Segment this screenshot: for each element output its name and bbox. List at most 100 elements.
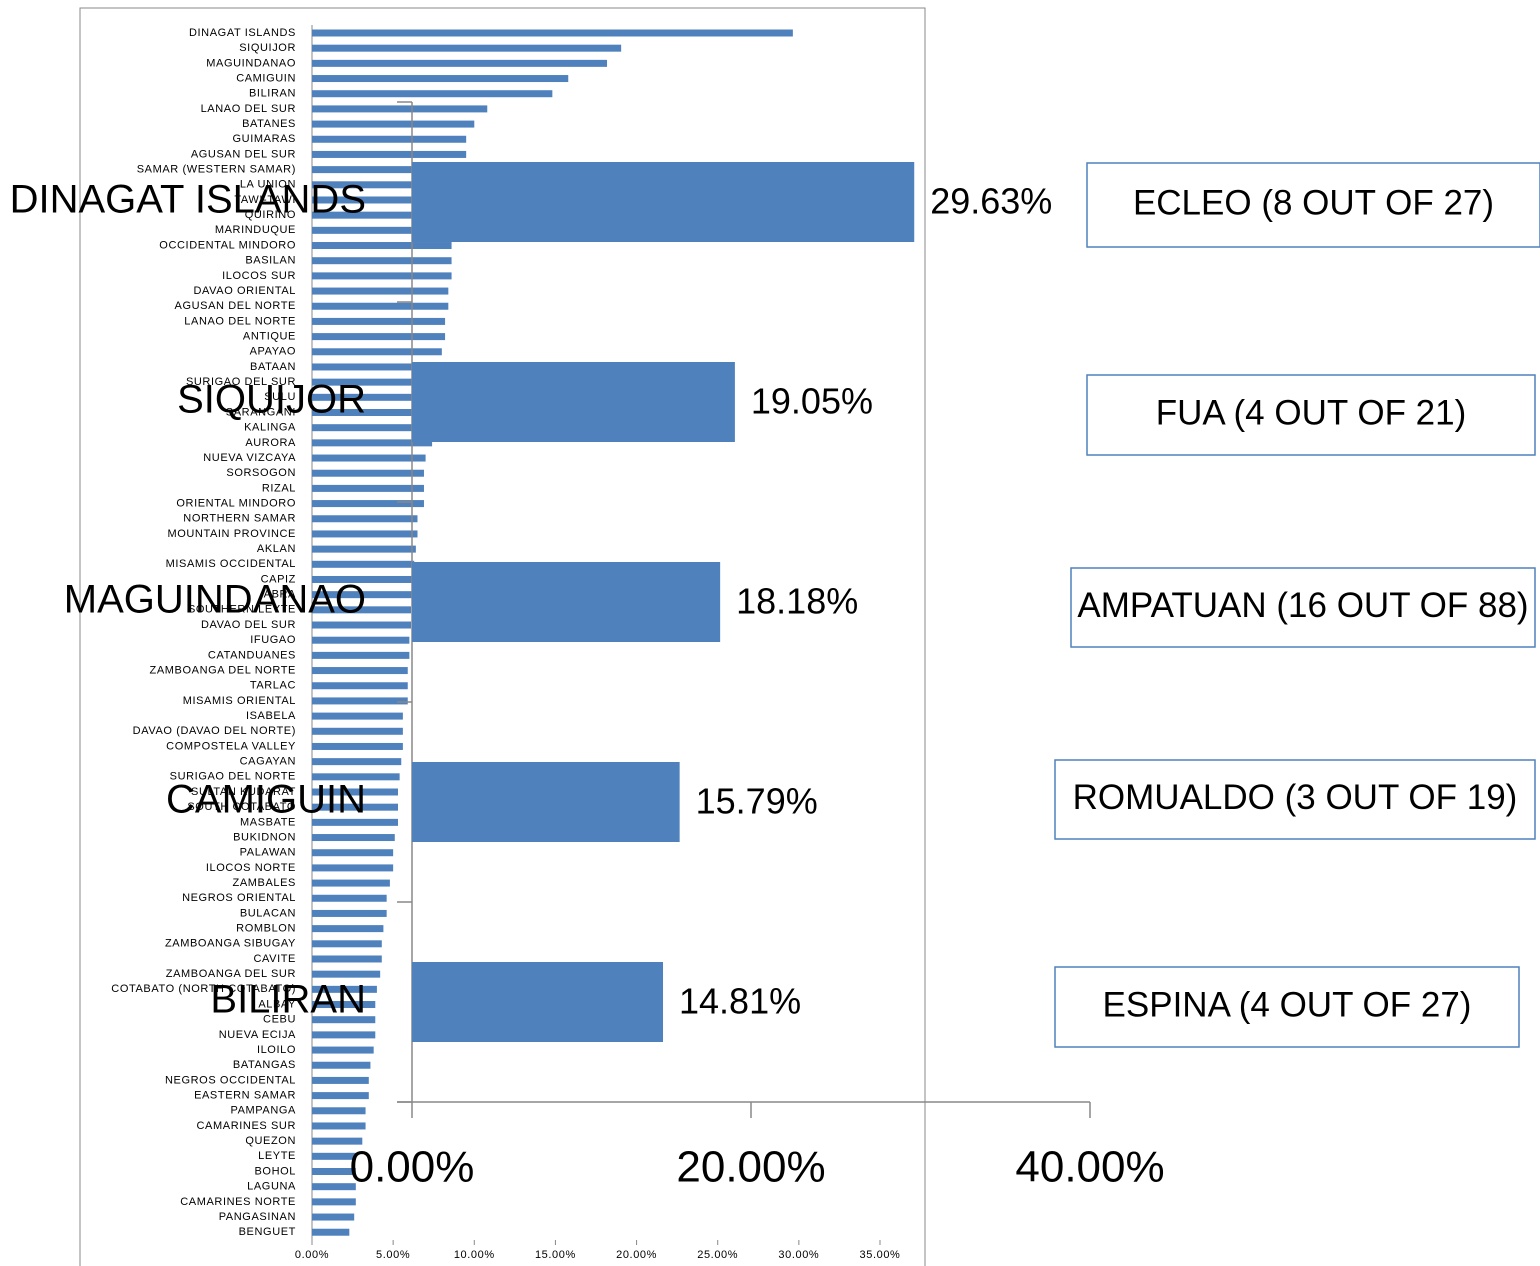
bar [312,150,467,158]
bar [312,1092,369,1100]
category-label: SURIGAO DEL SUR [186,376,296,388]
category-label: QUEZON [245,1135,296,1147]
category-label: CAGAYAN [240,756,296,768]
category-label: SULU [264,391,296,403]
category-label: DAVAO DEL SUR [201,619,296,631]
category-label: ALBAY [258,998,296,1010]
bar [312,90,553,98]
category-label: ROMBLON [236,923,296,935]
x-tick-label: 35.00% [860,1249,901,1261]
annotation-box [1086,162,1540,248]
bar [312,181,459,189]
category-label: MOUNTAIN PROVINCE [167,528,296,540]
bar [312,1152,356,1160]
category-label: ORIENTAL MINDORO [176,497,296,509]
annotation: FUA (4 OUT OF 21) [1156,393,1467,432]
bar [312,758,402,766]
bar [312,591,413,599]
category-label: RIZAL [262,482,296,494]
category-label: ILOCOS NORTE [206,862,296,874]
category-label: MARINDUQUE [215,224,296,236]
category-label: GUIMARAS [233,133,296,145]
category-label: BUKIDNON [233,831,296,843]
category-label: BILIRAN [210,978,366,1022]
bar [312,575,413,583]
bar [312,560,415,568]
category-label: ILOILO [257,1044,296,1056]
bar [312,393,437,401]
x-tick-label: 0.00% [350,1143,475,1192]
category-label: IFUGAO [250,634,296,646]
category-label: TAWI-TAWI [234,194,296,206]
category-label: AGUSAN DEL SUR [191,148,296,160]
bar [312,363,441,371]
bar [412,762,680,842]
category-label: CAMIGUIN [166,778,366,822]
category-label: BATAAN [250,361,296,373]
category-label: LANAO DEL SUR [201,103,296,115]
category-label: BENGUET [239,1226,296,1238]
x-tick-label: 10.00% [454,1249,495,1261]
bar [312,1213,355,1221]
x-tick-label: 25.00% [697,1249,738,1261]
category-label: ZAMBOANGA DEL NORTE [150,664,296,676]
category-label: CAVITE [253,953,296,965]
bar [312,803,399,811]
bar [412,562,721,642]
bar [312,940,382,948]
bar [312,1107,366,1115]
data-label: 29.63% [930,181,1052,222]
category-label: SOUTHERN LEYTE [188,604,296,616]
category-label: AURORA [245,437,296,449]
bar [312,742,403,750]
category-label: MAGUINDANAO [206,57,296,69]
bar [312,515,418,523]
bar [312,682,408,690]
bar [312,909,387,917]
category-label: DINAGAT ISLANDS [189,27,296,39]
bar [312,651,410,659]
bar [312,1228,350,1236]
bar [312,667,408,675]
bar [312,697,408,705]
category-label: OCCIDENTAL MINDORO [159,239,296,251]
bar [312,1061,371,1069]
bar [312,1198,356,1206]
category-label: DAVAO (DAVAO DEL NORTE) [133,725,296,737]
bar [312,925,384,933]
category-label: LEYTE [258,1150,296,1162]
bar [312,606,411,614]
category-label: ANTIQUE [243,331,296,343]
bar [312,272,452,280]
category-label: NUEVA ECIJA [219,1029,296,1041]
category-label: DAVAO ORIENTAL [193,285,296,297]
annotation-box [1054,759,1536,840]
category-label: PANGASINAN [219,1211,296,1223]
bar [312,59,608,67]
category-label: SIQUIJOR [177,378,366,422]
bar [412,362,735,442]
category-label: SULTAN KUDARAT [191,786,296,798]
x-tick-label: 0.00% [295,1249,329,1261]
bar [312,712,403,720]
category-label: BASILAN [245,255,296,267]
bar [312,120,475,128]
category-label: MAGUINDANAO [64,578,366,622]
category-label: SIQUIJOR [239,42,296,54]
annotation-box [1070,567,1536,648]
bar [312,333,446,341]
category-label: BILIRAN [249,88,296,100]
bar [412,162,915,242]
bar [312,1031,376,1039]
category-label: BULACAN [240,907,296,919]
category-label: ILOCOS SUR [222,270,296,282]
category-label: CAPIZ [261,573,296,585]
bar [312,348,442,356]
bar [312,849,394,857]
bar [312,409,436,416]
category-label: SARANGANI [226,406,296,418]
category-label: BATANGAS [233,1059,296,1071]
annotation: ROMUALDO (3 OUT OF 19) [1073,778,1518,817]
category-label: APAYAO [250,346,296,358]
category-label: COTABATO (NORTH COTABATO) [111,983,296,995]
